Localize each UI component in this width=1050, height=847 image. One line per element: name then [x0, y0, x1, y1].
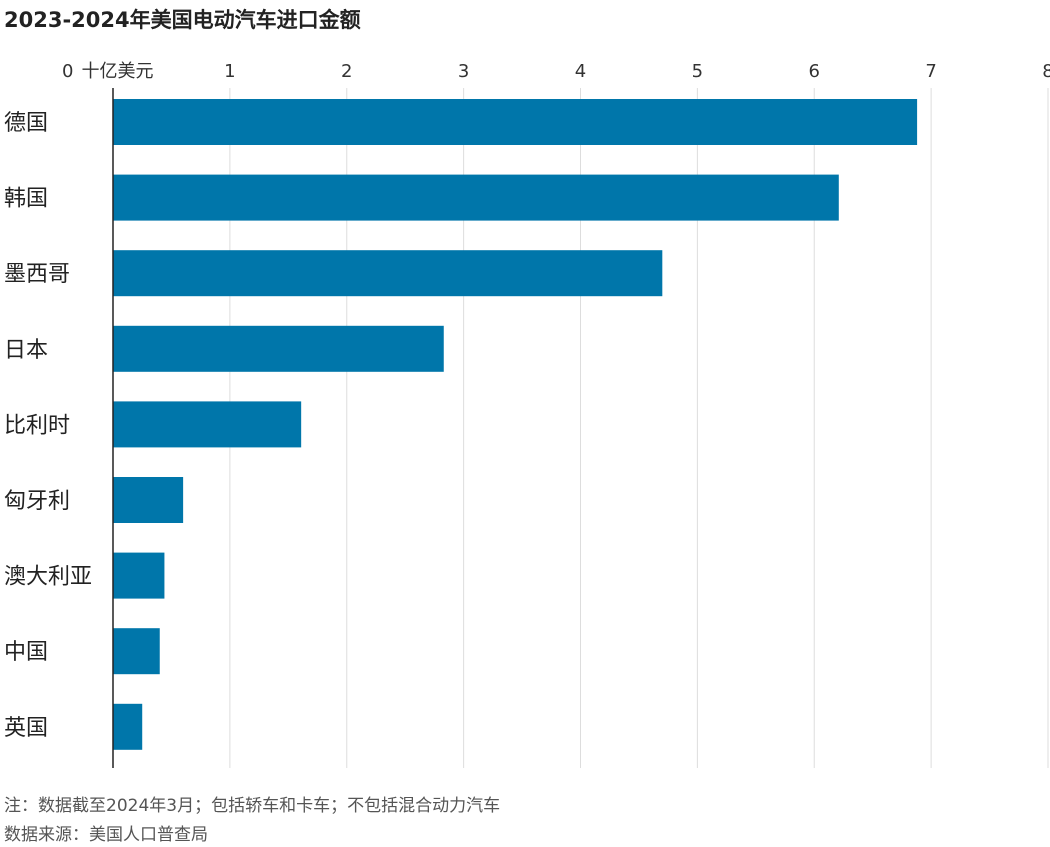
tick-label-0: 0 十亿美元	[62, 61, 153, 82]
bar-墨西哥	[113, 250, 663, 297]
bar-比利时	[113, 401, 302, 448]
category-label: 日本	[4, 338, 48, 363]
tick-label-6: 6	[809, 61, 820, 82]
category-label: 墨西哥	[4, 262, 70, 287]
bar-韩国	[113, 174, 839, 221]
bar-日本	[113, 325, 444, 372]
bar-德国	[113, 99, 918, 145]
category-label: 澳大利亚	[4, 565, 92, 590]
tick-labels: 0 十亿美元 1 2 3 4 5 6 7 8	[62, 61, 1050, 82]
bar-匈牙利	[113, 477, 184, 523]
category-label: 德国	[4, 111, 48, 136]
bar-澳大利亚	[113, 552, 165, 599]
bar-中国	[113, 628, 160, 675]
tick-label-7: 7	[925, 61, 936, 82]
category-label: 韩国	[4, 187, 48, 212]
tick-label-1: 1	[224, 61, 235, 82]
category-label: 比利时	[4, 413, 70, 438]
category-label: 英国	[4, 716, 48, 741]
tick-label-2: 2	[341, 61, 352, 82]
tick-label-8: 8	[1042, 61, 1050, 82]
category-label: 中国	[4, 640, 48, 665]
bar-英国	[113, 703, 143, 750]
tick-label-4: 4	[575, 61, 586, 82]
chart-title: 2023-2024年美国电动汽车进口金额	[4, 8, 361, 32]
category-label: 匈牙利	[4, 489, 70, 514]
tick-label-3: 3	[458, 61, 469, 82]
chart-note: 注：数据截至2024年3月；包括轿车和卡车；不包括混合动力汽车	[4, 796, 501, 816]
tick-unit-label: 十亿美元	[81, 61, 153, 82]
tick-label-5: 5	[692, 61, 703, 82]
chart-source: 数据来源：美国人口普查局	[4, 825, 208, 845]
bars	[113, 99, 918, 750]
